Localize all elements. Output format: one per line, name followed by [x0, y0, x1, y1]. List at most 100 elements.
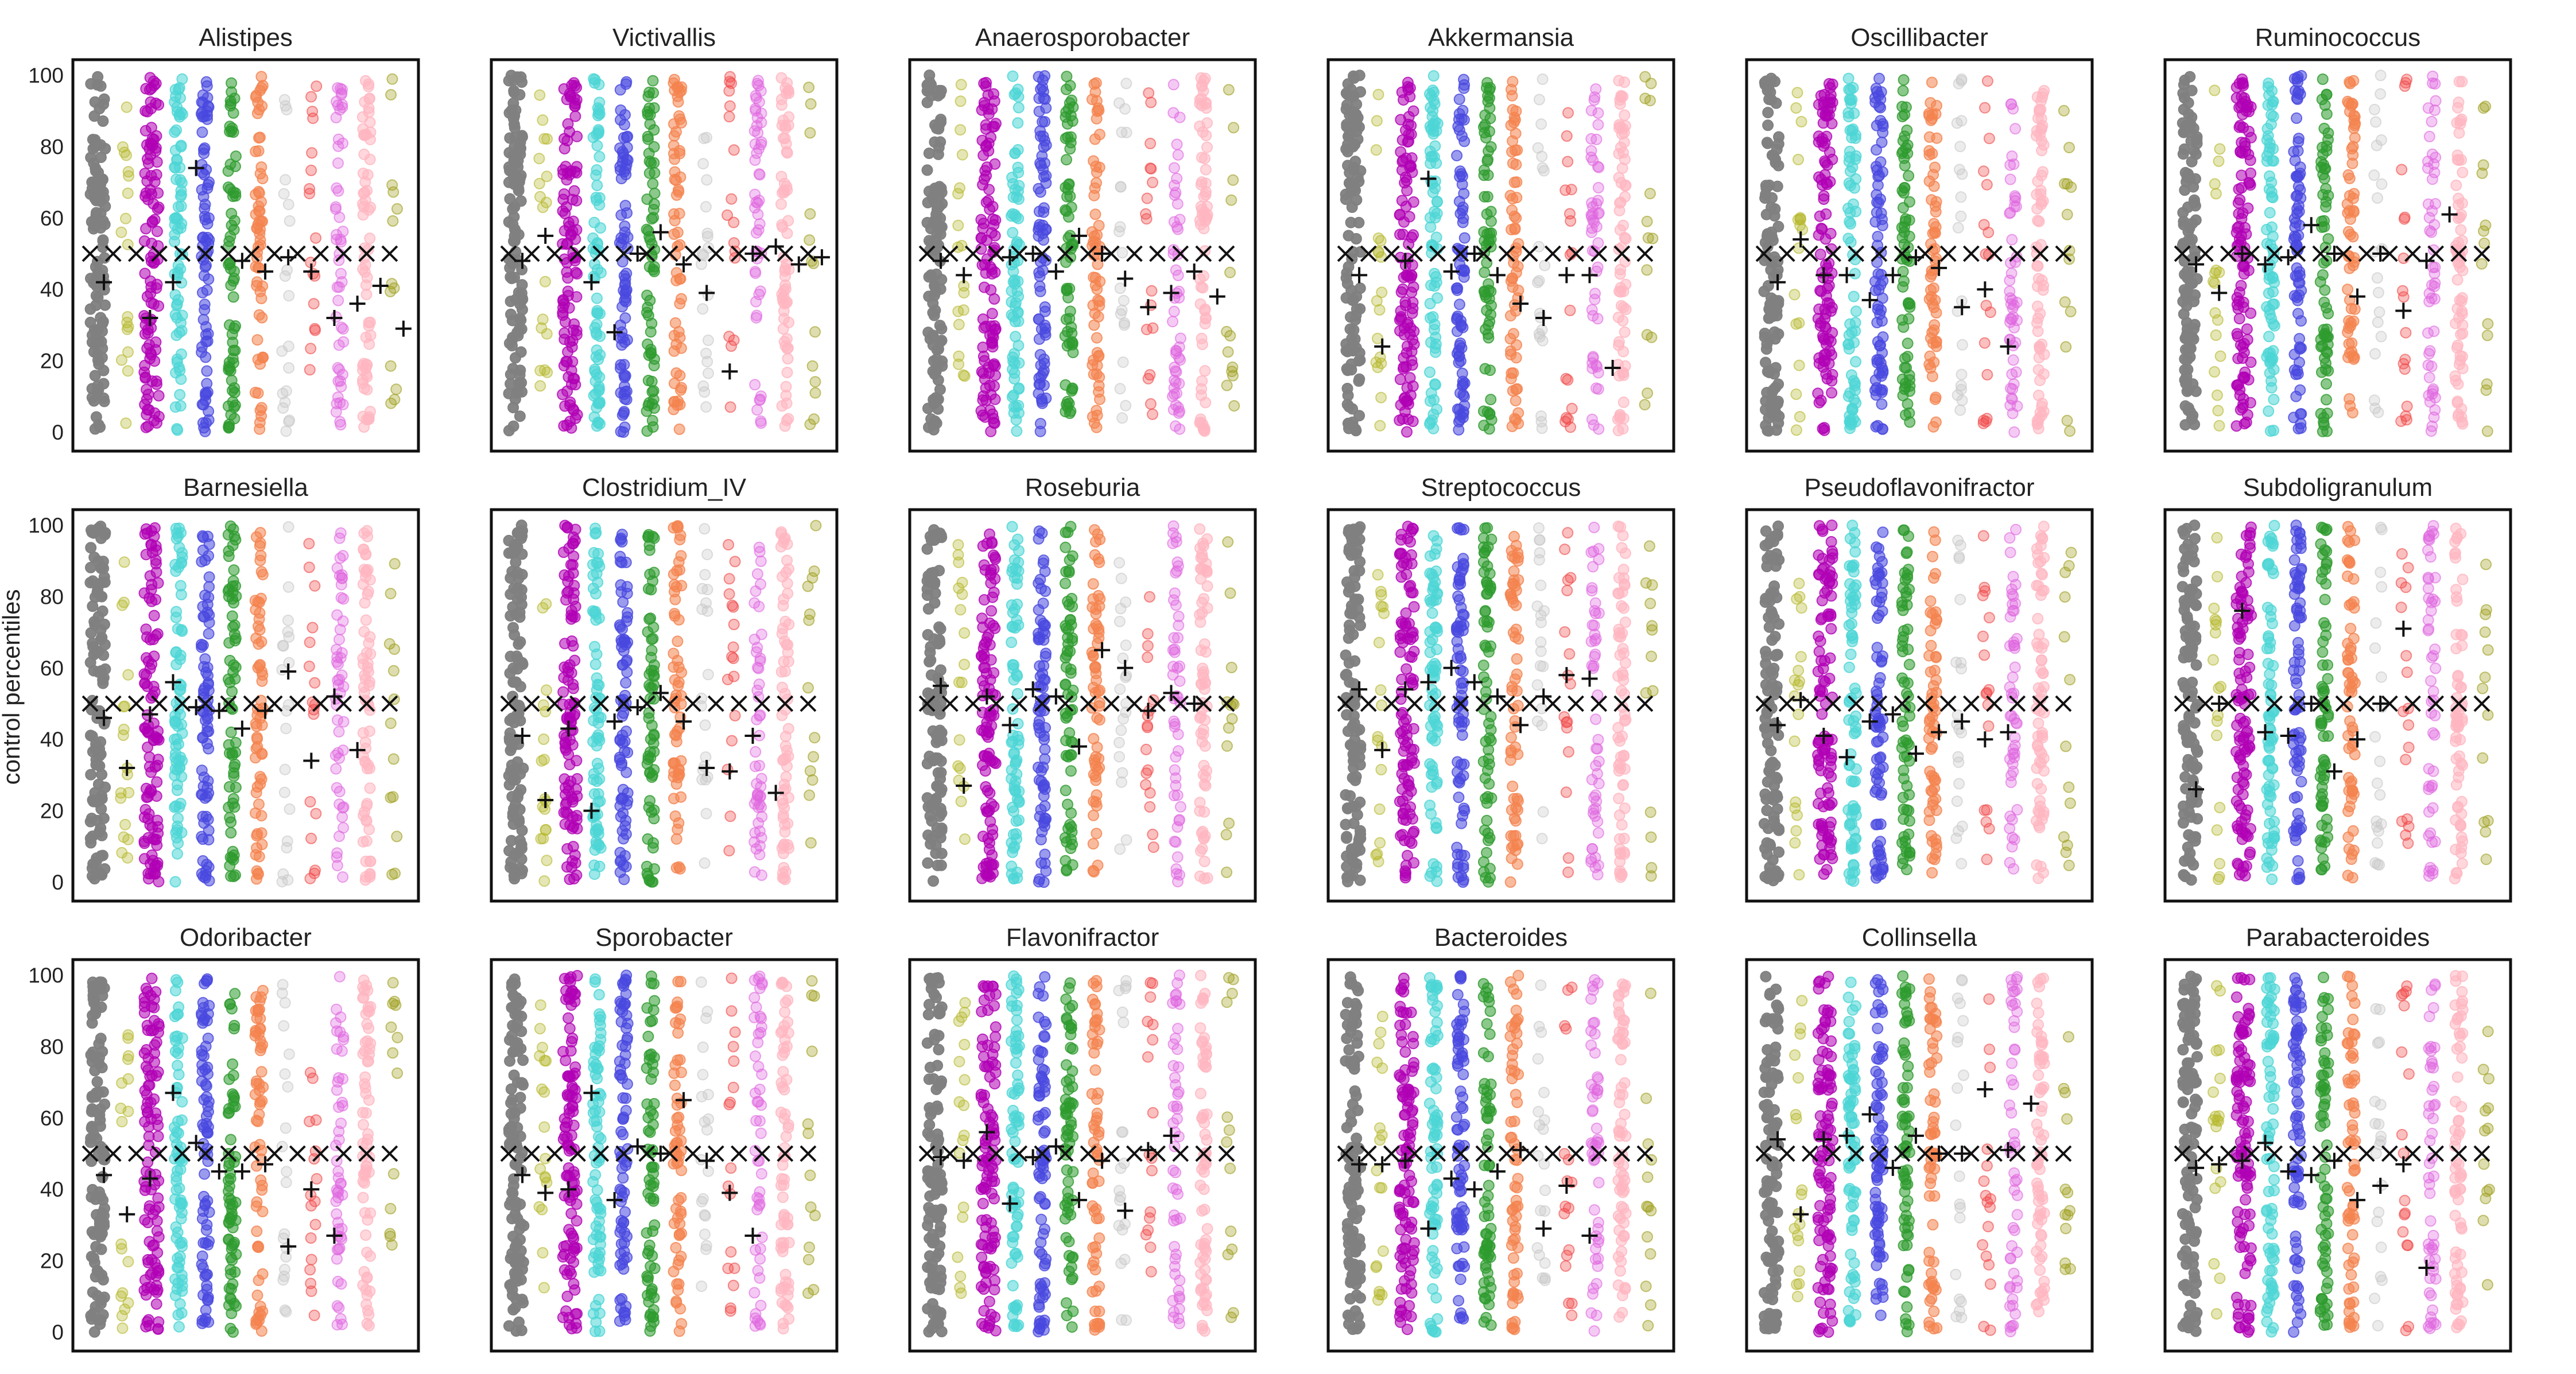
- data-point: [88, 552, 100, 563]
- data-point: [750, 312, 762, 324]
- data-point: [1424, 121, 1436, 133]
- panel: Anaerosporobacter: [908, 24, 1257, 453]
- data-point: [1819, 169, 1831, 181]
- data-point: [936, 198, 948, 209]
- data-point: [309, 580, 321, 592]
- median-x-marker: [289, 245, 306, 262]
- data-point: [1145, 398, 1157, 410]
- data-point: [2208, 275, 2219, 288]
- data-point: [255, 550, 267, 561]
- data-point: [1512, 417, 1524, 429]
- data-point: [1897, 85, 1909, 97]
- data-point: [250, 632, 262, 644]
- data-point: [508, 86, 520, 98]
- data-point: [620, 169, 632, 180]
- data-point: [701, 227, 713, 239]
- data-point: [2237, 341, 2249, 354]
- data-point: [1036, 150, 1048, 162]
- data-point: [138, 235, 150, 247]
- data-point: [1587, 214, 1599, 226]
- data-point: [1011, 425, 1023, 437]
- data-point: [337, 398, 349, 410]
- data-point: [1200, 164, 1212, 176]
- data-point: [230, 737, 242, 748]
- data-point: [176, 557, 188, 569]
- data-point: [122, 346, 134, 358]
- data-point: [592, 124, 604, 136]
- data-point: [2291, 292, 2303, 303]
- data-point: [955, 95, 967, 107]
- data-point: [2232, 379, 2244, 391]
- data-point: [122, 365, 134, 377]
- data-point: [1927, 298, 1939, 310]
- data-point: [2346, 407, 2358, 419]
- data-point: [1060, 133, 1072, 145]
- data-point: [1614, 410, 1626, 422]
- data-point: [357, 836, 369, 848]
- data-point: [503, 337, 515, 350]
- data-point: [804, 208, 816, 220]
- data-point: [2010, 366, 2022, 378]
- data-point: [2181, 270, 2193, 282]
- data-point: [921, 217, 933, 228]
- data-point: [153, 99, 165, 111]
- panel-title: Anaerosporobacter: [975, 24, 1190, 52]
- data-point: [1759, 331, 1771, 343]
- strip: [975, 77, 1002, 437]
- data-point: [120, 417, 132, 429]
- data-point: [1453, 94, 1465, 105]
- strip: [276, 94, 296, 437]
- data-point: [88, 873, 100, 884]
- data-point: [1642, 387, 1654, 399]
- data-point: [174, 191, 187, 203]
- median-x-marker: [1544, 245, 1561, 262]
- data-point: [977, 313, 989, 325]
- strip: [2004, 98, 2023, 438]
- y-axis-label: control percentiles: [0, 589, 25, 785]
- data-point: [1168, 216, 1180, 228]
- data-point: [2233, 102, 2245, 114]
- data-point: [723, 85, 735, 97]
- data-point: [1454, 165, 1466, 177]
- data-point: [591, 368, 603, 381]
- data-point: [702, 289, 714, 301]
- data-point: [2453, 192, 2465, 204]
- data-point: [255, 196, 267, 208]
- data-point: [279, 270, 291, 282]
- data-point: [775, 94, 787, 106]
- data-point: [1199, 153, 1211, 164]
- data-point: [284, 414, 296, 426]
- data-point: [227, 523, 239, 535]
- data-point: [2290, 170, 2302, 183]
- data-point: [2004, 173, 2016, 185]
- data-point: [90, 261, 102, 273]
- data-point: [197, 611, 210, 623]
- data-point: [332, 140, 344, 152]
- data-point: [2209, 307, 2221, 319]
- data-point: [1510, 395, 1522, 407]
- data-point: [385, 588, 397, 600]
- data-point: [2209, 178, 2221, 190]
- data-point: [139, 677, 151, 689]
- data-point: [359, 874, 371, 886]
- data-point: [1592, 119, 1604, 131]
- data-point: [2398, 213, 2410, 225]
- data-point: [1424, 418, 1436, 430]
- data-point: [121, 101, 133, 113]
- data-point: [561, 257, 573, 269]
- strip: [1140, 87, 1159, 420]
- data-point: [1040, 392, 1052, 404]
- data-point: [386, 73, 398, 85]
- y-tick-label: 0: [52, 421, 64, 444]
- data-point: [140, 623, 152, 635]
- data-point: [2369, 348, 2381, 360]
- data-point: [331, 847, 343, 859]
- data-point: [698, 133, 710, 145]
- data-point: [1425, 221, 1437, 233]
- data-point: [1586, 413, 1598, 425]
- y-tick-label: 20: [40, 350, 64, 373]
- data-point: [122, 669, 134, 681]
- data-point: [2061, 208, 2073, 220]
- data-point: [2347, 149, 2359, 161]
- observed-plus-marker: [956, 267, 972, 284]
